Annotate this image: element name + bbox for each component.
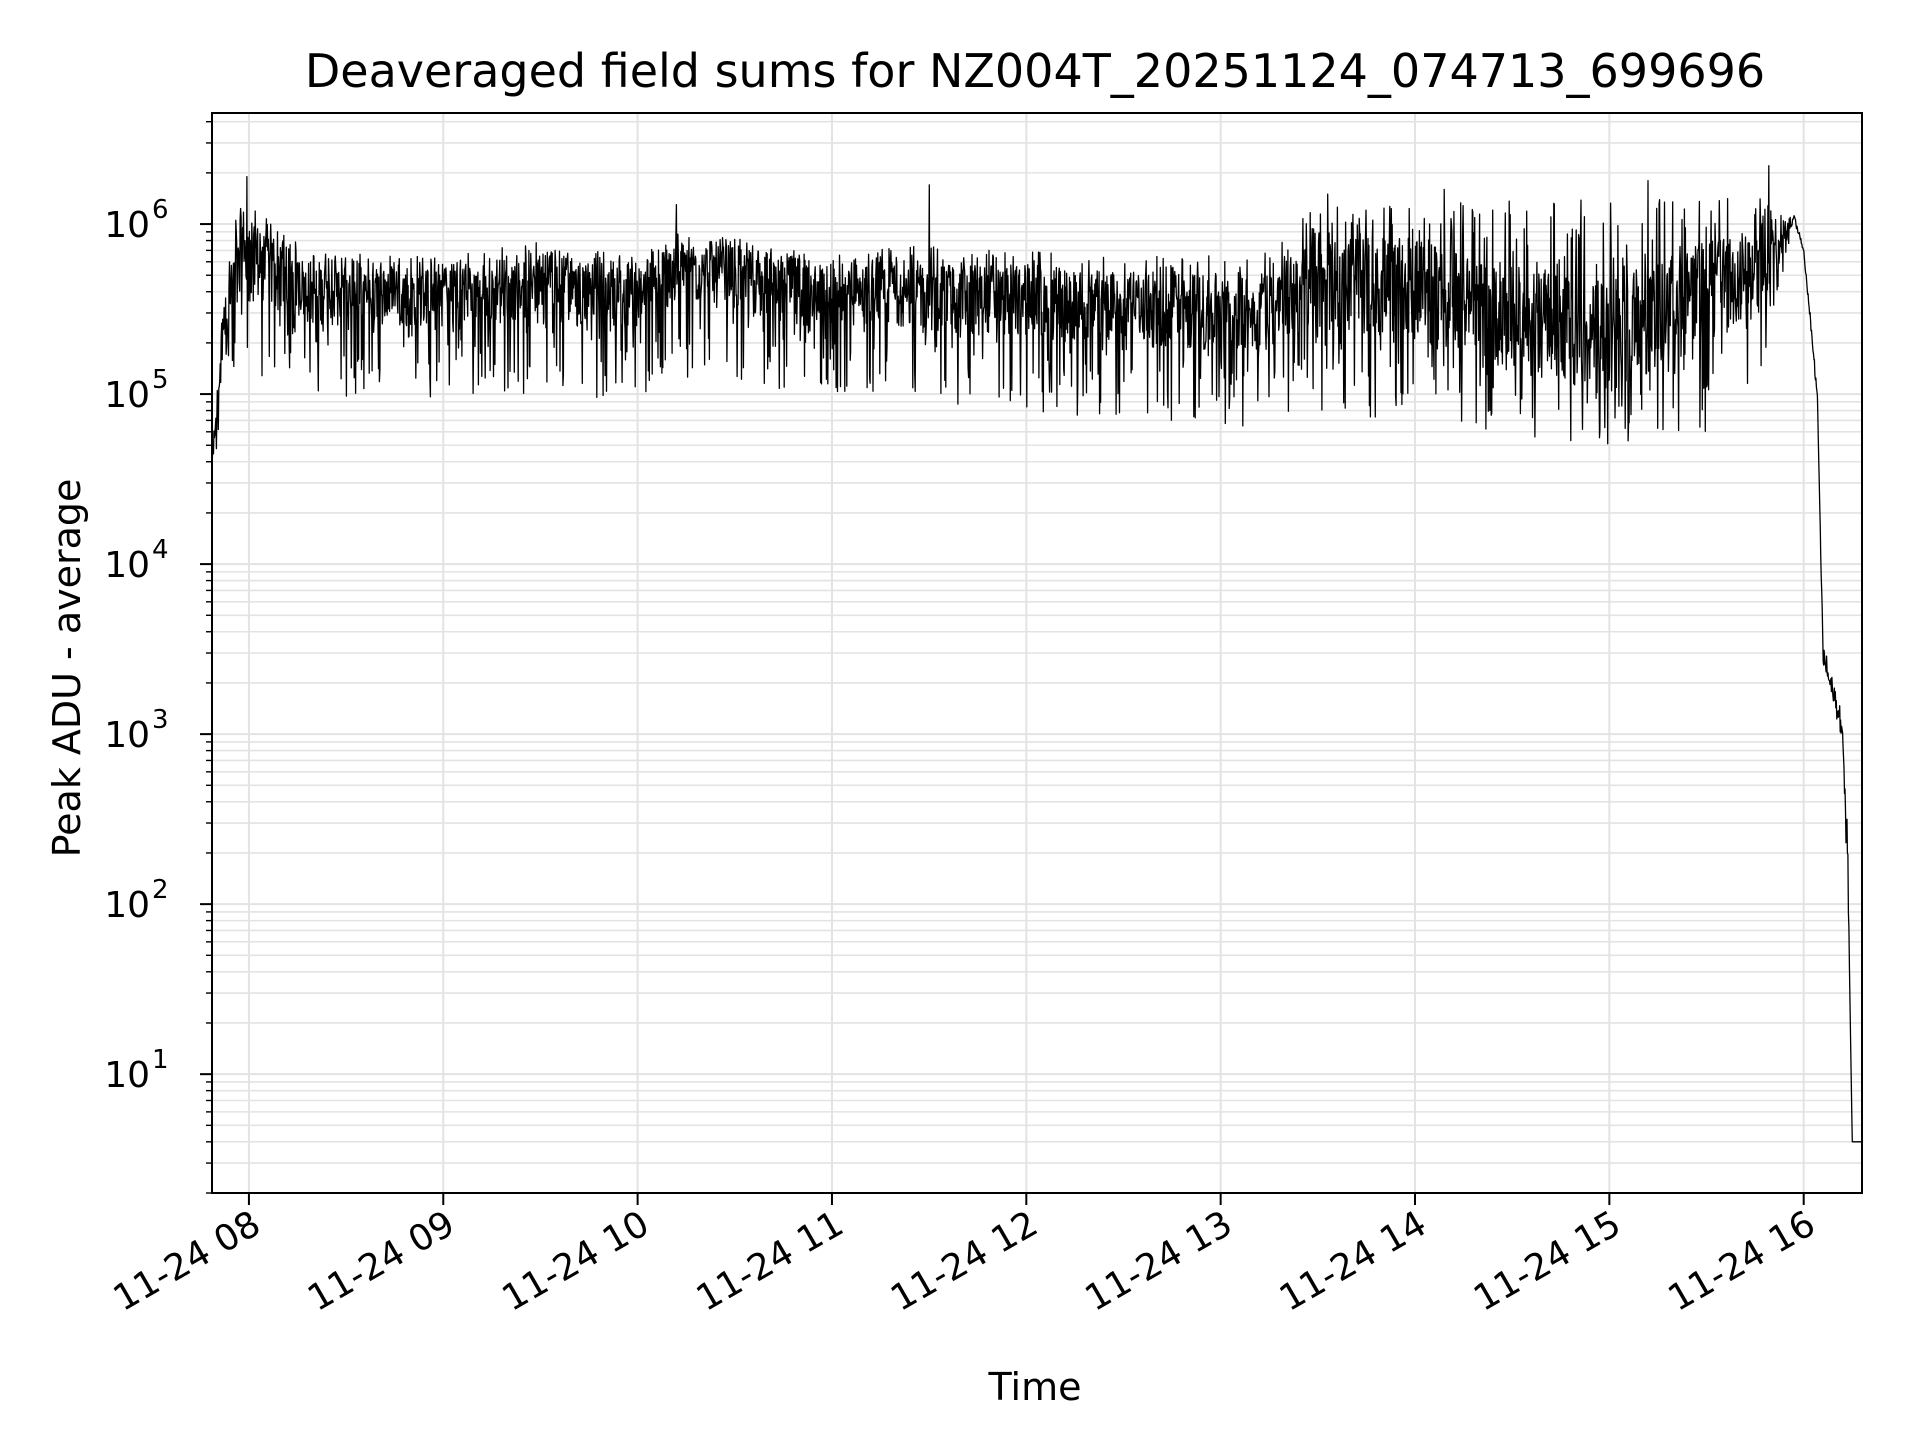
y-tick-exponent: 3 — [152, 705, 169, 735]
y-tick-exponent: 2 — [152, 875, 169, 905]
series-line — [211, 165, 1863, 1143]
y-tick-label: 10 — [104, 885, 150, 926]
series-layer — [211, 165, 1863, 1143]
y-tick-label: 10 — [104, 205, 150, 246]
y-tick-exponent: 4 — [152, 535, 169, 565]
y-tick-exponent: 5 — [152, 365, 169, 395]
y-tick-label: 10 — [104, 375, 150, 416]
y-tick-exponent: 1 — [152, 1045, 169, 1075]
y-tick-label: 10 — [104, 545, 150, 586]
grid — [212, 113, 1862, 1194]
y-tick-exponent: 6 — [152, 195, 169, 225]
y-axis-label: Peak ADU - average — [45, 479, 89, 858]
chart-title: Deaveraged field sums for NZ004T_2025112… — [305, 44, 1765, 98]
y-tick-label: 10 — [104, 715, 150, 756]
x-axis-label: Time — [988, 1365, 1082, 1409]
y-tick-label: 10 — [104, 1055, 150, 1096]
